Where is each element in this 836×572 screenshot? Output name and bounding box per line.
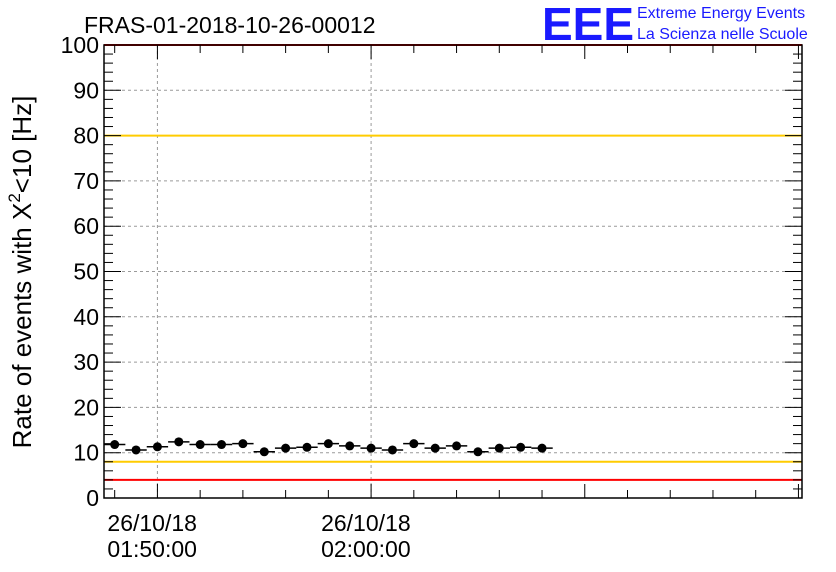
data-point xyxy=(366,443,376,453)
y-tick-label: 70 xyxy=(73,168,99,194)
y-tick-label: 100 xyxy=(61,32,99,58)
y-tick-label: 60 xyxy=(73,213,99,239)
y-tick-label: 10 xyxy=(73,440,99,466)
chart-title: FRAS-01-2018-10-26-00012 xyxy=(84,12,376,38)
data-point xyxy=(195,440,205,450)
data-point xyxy=(473,447,483,457)
y-axis-title-tail: <10 [Hz] xyxy=(7,96,37,194)
data-point xyxy=(323,439,333,449)
plot-area: 010203040506070809010026/10/1801:50:0026… xyxy=(61,32,803,562)
data-point xyxy=(409,439,419,449)
data-point xyxy=(452,441,462,451)
data-point xyxy=(152,442,162,452)
x-tick-label-time: 01:50:00 xyxy=(107,536,197,562)
data-point xyxy=(281,443,291,453)
y-tick-label: 90 xyxy=(73,77,99,103)
data-point xyxy=(174,437,184,447)
svg-text:Rate of events with X2<10 [Hz]: Rate of events with X2<10 [Hz] xyxy=(5,96,37,449)
data-point xyxy=(131,445,141,455)
data-point xyxy=(494,443,504,453)
y-axis-title-sup: 2 xyxy=(5,193,24,202)
data-point xyxy=(387,445,397,455)
data-point xyxy=(537,443,547,453)
data-point xyxy=(430,443,440,453)
y-tick-label: 20 xyxy=(73,394,99,420)
y-tick-label: 0 xyxy=(86,485,99,511)
data-point xyxy=(302,442,312,452)
x-tick-label-date: 26/10/18 xyxy=(321,510,411,536)
logo-line2: La Scienza nelle Scuole xyxy=(637,26,808,43)
data-point xyxy=(259,447,269,457)
x-tick-label-time: 02:00:00 xyxy=(321,536,411,562)
data-point xyxy=(110,440,120,450)
data-point xyxy=(217,440,227,450)
logo-mark: EEE xyxy=(542,0,634,50)
eee-logo: EEE Extreme Energy Events La Scienza nel… xyxy=(542,0,808,50)
data-point xyxy=(516,442,526,452)
x-tick-label-date: 26/10/18 xyxy=(107,510,197,536)
y-tick-label: 40 xyxy=(73,304,99,330)
y-tick-label: 30 xyxy=(73,349,99,375)
logo-line1: Extreme Energy Events xyxy=(637,5,805,22)
y-axis-title-main: Rate of events with X xyxy=(7,203,37,449)
y-axis-title: Rate of events with X2<10 [Hz] xyxy=(5,96,37,449)
y-tick-label: 50 xyxy=(73,259,99,285)
y-tick-label: 80 xyxy=(73,123,99,149)
data-point xyxy=(345,441,355,451)
data-point xyxy=(238,439,248,449)
